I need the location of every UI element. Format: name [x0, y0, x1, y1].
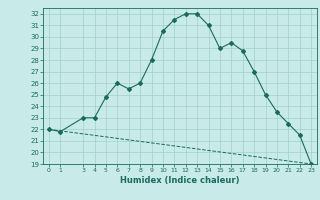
X-axis label: Humidex (Indice chaleur): Humidex (Indice chaleur) — [120, 176, 240, 185]
